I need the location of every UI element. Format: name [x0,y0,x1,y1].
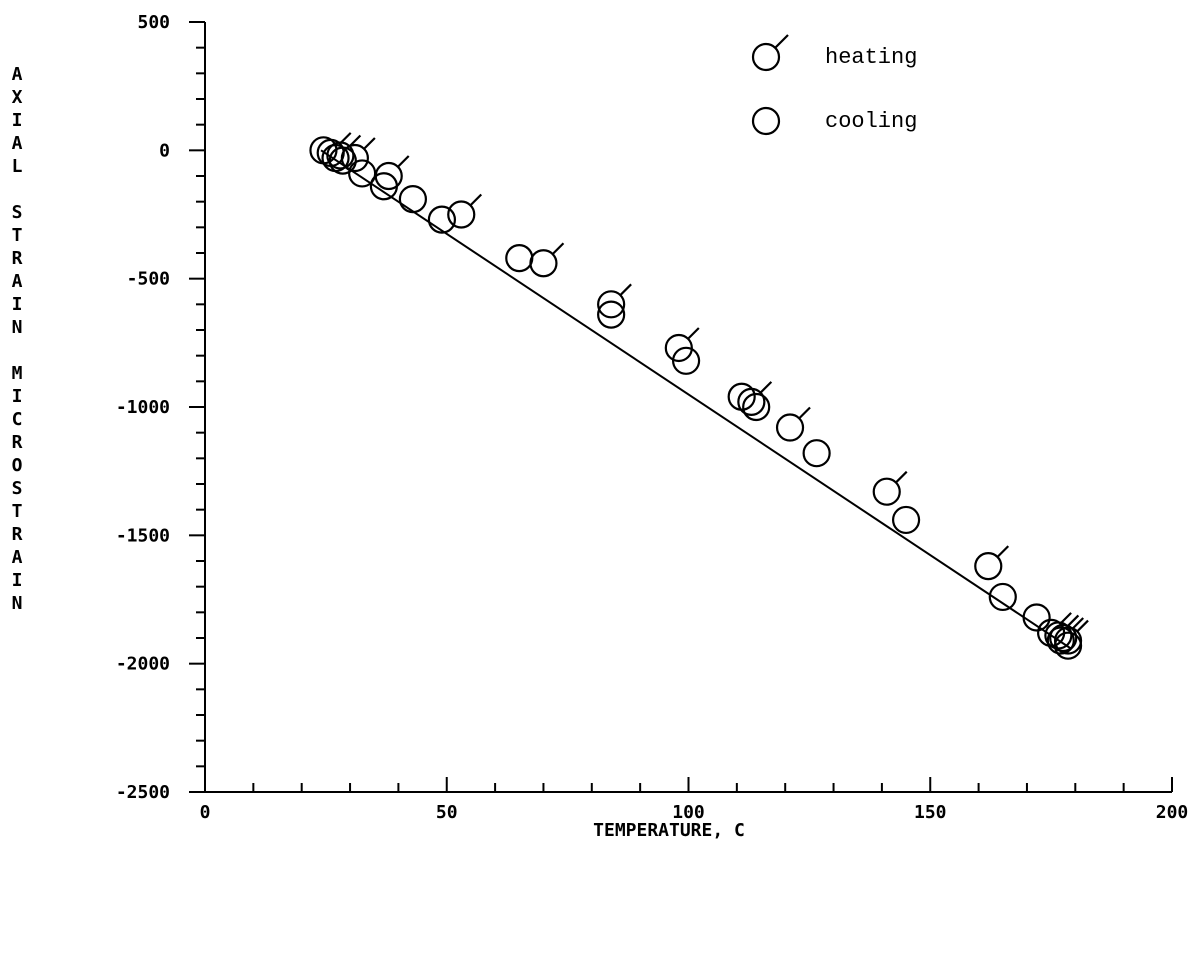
y-axis-title-letter: A [12,271,23,292]
legend-item-heating: heating [751,34,917,72]
x-tick-label: 100 [672,802,705,823]
heating-point [1049,617,1084,653]
y-axis-title-letter: L [12,156,23,177]
fit-line [320,149,1072,650]
heating-point [447,193,483,229]
heating-point [529,242,565,278]
y-axis-title-letter: X [12,87,23,108]
y-axis-title-letter: N [12,593,23,614]
cooling-point [597,300,626,329]
heating-point [974,545,1010,581]
y-axis-title-letter: O [12,455,23,476]
y-axis-title-letter: N [12,317,23,338]
cooling-point [727,382,756,411]
legend-label-heating: heating [825,45,917,70]
heating-point [872,470,908,506]
y-tick-label: 0 [159,140,170,161]
x-tick-label: 0 [200,802,211,823]
legend-item-cooling: cooling [751,106,917,136]
y-tick-label: -2000 [116,654,170,675]
y-axis-title-letter: R [12,248,23,269]
heating-point [664,327,700,363]
y-axis-title-letter: R [12,524,23,545]
heating-point [340,137,376,173]
y-tick-label: -1500 [116,525,170,546]
y-axis-title-letter: S [12,478,23,499]
y-axis-title-letter: R [12,432,23,453]
heating-point [374,155,410,191]
series-cooling [309,136,1083,660]
y-axis-title-letter: A [12,133,23,154]
y-axis-title-letter: I [12,294,23,315]
cooling-point [891,505,921,535]
heating-point [597,283,632,319]
x-tick-label: 150 [914,802,947,823]
series-heating [316,132,1089,655]
y-axis-title-letter: T [12,225,23,246]
axes [204,22,1172,793]
cooling-point [802,439,831,468]
y-axis-title-letter: I [12,570,23,591]
y-tick-label: -500 [127,269,170,290]
legend-marker-cooling [751,106,781,136]
heating-point [775,406,811,442]
legend: heating cooling [751,34,917,136]
legend-label-cooling: cooling [825,109,917,134]
cooling-point [505,244,534,273]
legend-marker-heating [751,42,781,72]
legend-marker-heating-tick [774,34,789,49]
y-axis-title-letter: I [12,386,23,407]
cooling-point [427,205,457,234]
y-axis-title-letter: A [12,547,23,568]
y-axis-title-letter: I [12,110,23,131]
cooling-point [1022,603,1051,632]
heating-point [1053,619,1089,655]
y-axis-title-letter: C [12,409,23,430]
y-tick-label: -2500 [116,782,170,803]
cooling-point [1046,626,1075,655]
y-axis-title-letter: T [12,501,23,522]
cooling-point [398,185,428,214]
x-axis-title: TEMPERATURE, C [593,820,745,841]
tick-labels: 0 50 100 150 200 500 0 -500 -1000 -1500 -2000 -2500 [116,12,1188,823]
cooling-point [742,392,771,422]
y-axis-title-letter: M [12,363,23,384]
ticks [189,21,1173,793]
x-tick-label: 200 [1156,802,1189,823]
heating-point [737,381,773,416]
cooling-point [988,582,1017,612]
y-axis-title-letter: A [12,64,23,85]
y-axis-title-letter: S [12,202,23,223]
x-tick-label: 50 [436,802,458,823]
y-tick-label: -1000 [116,397,170,418]
y-tick-label: 500 [137,12,170,33]
